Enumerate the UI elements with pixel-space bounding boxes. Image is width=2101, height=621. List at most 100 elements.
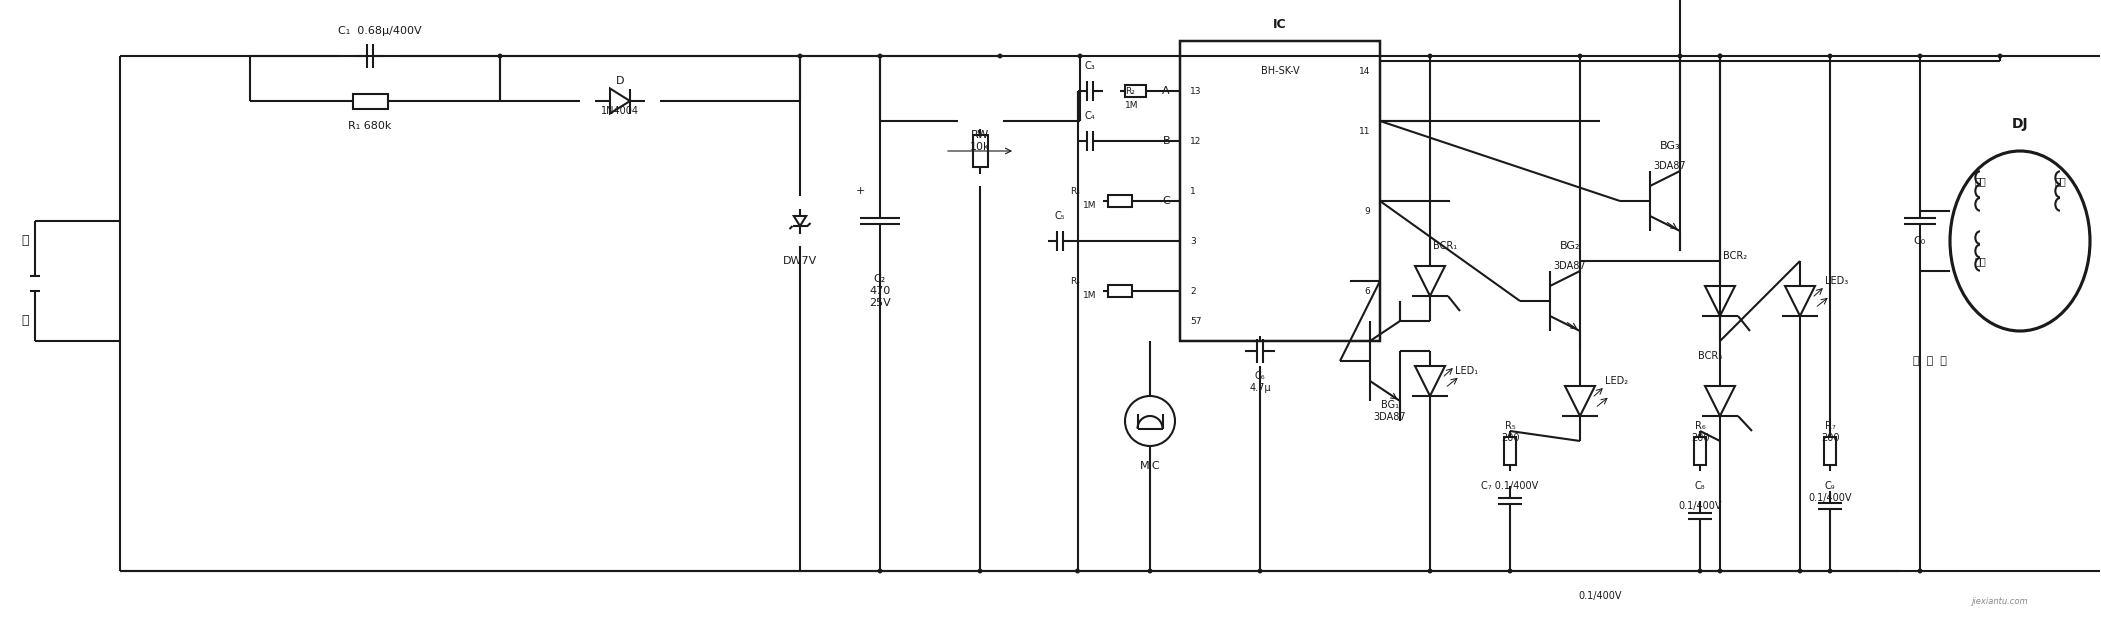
Text: BG₁
3DA87: BG₁ 3DA87 bbox=[1374, 400, 1406, 422]
Polygon shape bbox=[1565, 386, 1595, 416]
Text: BH-SK-V: BH-SK-V bbox=[1261, 66, 1298, 76]
Circle shape bbox=[1258, 569, 1263, 573]
Bar bbox=[1693, 437, 1706, 465]
Circle shape bbox=[798, 54, 803, 58]
Circle shape bbox=[1719, 569, 1721, 573]
Text: +: + bbox=[855, 186, 866, 196]
Text: MIC: MIC bbox=[1139, 461, 1160, 471]
Text: BG₃: BG₃ bbox=[1660, 141, 1681, 151]
Text: C: C bbox=[1162, 196, 1170, 206]
Text: 1M: 1M bbox=[1084, 291, 1097, 301]
Text: 3DA87: 3DA87 bbox=[1553, 261, 1586, 271]
Text: 3: 3 bbox=[1189, 237, 1195, 245]
Text: LED₂: LED₂ bbox=[1605, 376, 1628, 386]
Text: R₄: R₄ bbox=[1069, 276, 1080, 286]
Polygon shape bbox=[794, 216, 807, 226]
Circle shape bbox=[1828, 54, 1832, 58]
Bar bbox=[1124, 85, 1145, 97]
Polygon shape bbox=[1706, 386, 1735, 416]
Circle shape bbox=[1998, 54, 2002, 58]
Circle shape bbox=[979, 569, 981, 573]
Text: R₆
200: R₆ 200 bbox=[1691, 421, 1710, 443]
Text: 2: 2 bbox=[1189, 286, 1195, 296]
Text: R₅
200: R₅ 200 bbox=[1500, 421, 1519, 443]
Text: C₈: C₈ bbox=[1696, 481, 1706, 491]
Circle shape bbox=[1149, 569, 1151, 573]
Bar bbox=[353, 94, 387, 109]
Circle shape bbox=[878, 54, 882, 58]
Text: BCR₁: BCR₁ bbox=[1433, 241, 1458, 251]
Text: 9: 9 bbox=[1364, 207, 1370, 215]
Polygon shape bbox=[1414, 366, 1445, 396]
Circle shape bbox=[1719, 54, 1721, 58]
Text: 0.1/400V: 0.1/400V bbox=[1679, 501, 1721, 511]
Text: A: A bbox=[1162, 86, 1170, 96]
Text: R₁ 680k: R₁ 680k bbox=[349, 121, 391, 131]
Text: 12: 12 bbox=[1189, 137, 1202, 145]
Text: LED₁: LED₁ bbox=[1456, 366, 1479, 376]
Text: C₃: C₃ bbox=[1084, 61, 1095, 71]
Text: BG₂: BG₂ bbox=[1559, 241, 1580, 251]
Text: BCR₂: BCR₂ bbox=[1723, 251, 1748, 261]
Text: 零: 零 bbox=[21, 314, 29, 327]
Text: 11: 11 bbox=[1359, 127, 1370, 135]
Circle shape bbox=[878, 569, 882, 573]
Text: C₂
470
25V: C₂ 470 25V bbox=[870, 274, 891, 307]
Text: 调速: 调速 bbox=[2055, 176, 2065, 186]
Text: 0.1/400V: 0.1/400V bbox=[1578, 591, 1622, 601]
Text: D: D bbox=[616, 76, 624, 86]
Text: 6: 6 bbox=[1364, 286, 1370, 296]
Polygon shape bbox=[1786, 286, 1815, 316]
Bar bbox=[1181, 41, 1380, 341]
Text: C₁  0.68μ/400V: C₁ 0.68μ/400V bbox=[338, 26, 422, 36]
Text: 14: 14 bbox=[1359, 66, 1370, 76]
Text: BCR₃: BCR₃ bbox=[1698, 351, 1723, 361]
Text: DJ: DJ bbox=[2011, 117, 2027, 131]
Text: 1N4004: 1N4004 bbox=[601, 106, 639, 116]
Circle shape bbox=[1429, 569, 1431, 573]
Circle shape bbox=[1679, 54, 1681, 58]
Bar bbox=[1824, 437, 1836, 465]
Circle shape bbox=[1509, 569, 1513, 573]
Text: R₃: R₃ bbox=[1069, 186, 1080, 196]
Circle shape bbox=[1578, 54, 1582, 58]
Circle shape bbox=[498, 54, 502, 58]
Text: C₅: C₅ bbox=[1055, 211, 1065, 221]
Circle shape bbox=[1918, 569, 1922, 573]
Text: 主相: 主相 bbox=[1975, 176, 1985, 186]
Text: 黄  蓝  黑: 黄 蓝 黑 bbox=[1914, 356, 1948, 366]
Text: R₂: R₂ bbox=[1124, 86, 1135, 96]
Bar bbox=[1107, 195, 1132, 207]
Polygon shape bbox=[1706, 286, 1735, 316]
Bar bbox=[1504, 437, 1517, 465]
Text: C₆
4.7μ: C₆ 4.7μ bbox=[1250, 371, 1271, 392]
Text: C₇ 0.1/400V: C₇ 0.1/400V bbox=[1481, 481, 1538, 491]
Text: 副相: 副相 bbox=[1975, 256, 1985, 266]
Polygon shape bbox=[609, 89, 630, 114]
Text: 1M: 1M bbox=[1084, 201, 1097, 211]
Text: IC: IC bbox=[1273, 18, 1286, 31]
Bar bbox=[1107, 285, 1132, 297]
Text: C₄: C₄ bbox=[1084, 111, 1095, 121]
Polygon shape bbox=[1414, 266, 1445, 296]
Text: 3DA87: 3DA87 bbox=[1653, 161, 1687, 171]
Circle shape bbox=[1798, 569, 1803, 573]
Circle shape bbox=[1719, 54, 1721, 58]
Text: LED₃: LED₃ bbox=[1826, 276, 1849, 286]
Bar bbox=[973, 135, 987, 167]
Text: C₀: C₀ bbox=[1914, 236, 1927, 246]
Text: 1: 1 bbox=[1189, 186, 1195, 196]
Text: 13: 13 bbox=[1189, 86, 1202, 96]
Text: DW7V: DW7V bbox=[784, 256, 817, 266]
Text: B: B bbox=[1162, 136, 1170, 146]
Text: 1M: 1M bbox=[1124, 101, 1139, 111]
Text: C₉
0.1/400V: C₉ 0.1/400V bbox=[1809, 481, 1851, 502]
Circle shape bbox=[1429, 54, 1431, 58]
Circle shape bbox=[1918, 54, 1922, 58]
Circle shape bbox=[1076, 569, 1080, 573]
Circle shape bbox=[1078, 54, 1082, 58]
Circle shape bbox=[1828, 569, 1832, 573]
Circle shape bbox=[1698, 569, 1702, 573]
Text: 57: 57 bbox=[1189, 317, 1202, 325]
Text: 火: 火 bbox=[21, 235, 29, 248]
